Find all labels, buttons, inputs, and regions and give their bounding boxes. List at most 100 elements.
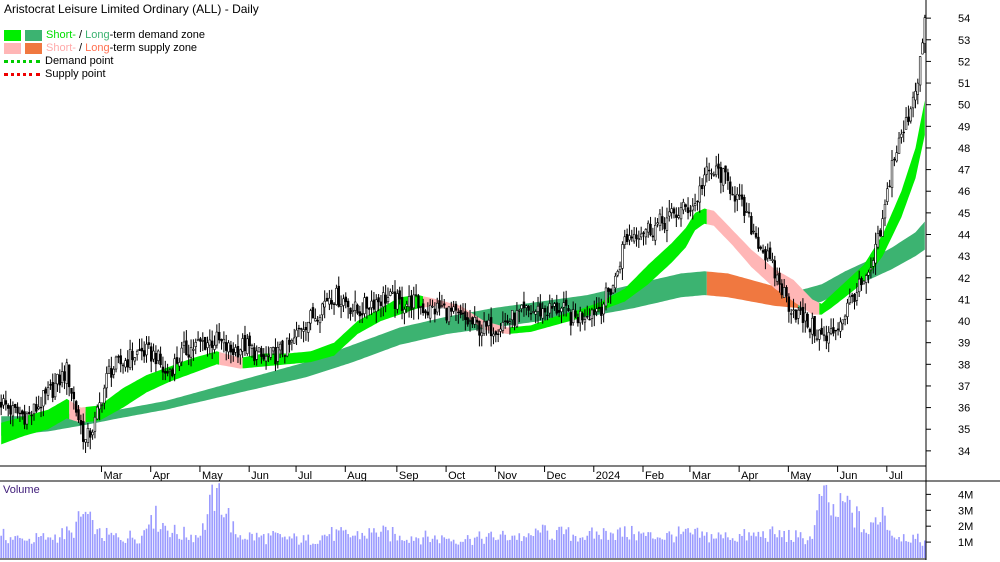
price-bar	[611, 284, 615, 295]
price-bar	[405, 300, 408, 314]
price-bar	[307, 321, 310, 342]
price-bar	[712, 171, 716, 177]
volume-bar	[483, 543, 485, 558]
price-bar	[257, 347, 261, 353]
volume-bar	[330, 527, 333, 558]
price-bar	[271, 346, 275, 356]
volume-bar	[37, 536, 40, 558]
price-bar	[239, 348, 242, 365]
price-bar	[452, 300, 455, 314]
price-bar	[722, 167, 725, 193]
price-bar	[443, 299, 446, 309]
volume-bar	[865, 532, 868, 558]
volume-bar	[520, 541, 523, 558]
volume-bar	[755, 536, 757, 558]
price-bar	[450, 301, 453, 317]
legend-supply-rest: -term supply zone	[109, 42, 198, 54]
price-bar	[51, 373, 54, 403]
volume-bar	[907, 541, 910, 558]
price-bar	[888, 179, 891, 188]
price-bar	[196, 331, 200, 342]
price-bar	[745, 202, 748, 213]
volume-bar	[349, 537, 352, 558]
volume-bar	[98, 528, 101, 558]
month-label: Oct	[448, 470, 465, 482]
price-bar	[567, 304, 570, 312]
volume-bar	[342, 530, 345, 558]
volume-bar	[237, 537, 239, 558]
price-bar	[630, 229, 633, 242]
price-bar	[886, 182, 889, 205]
volume-bar	[122, 541, 124, 558]
price-bar	[140, 338, 144, 361]
volume-bar	[262, 534, 265, 558]
price-bar	[539, 294, 542, 321]
price-bar	[274, 338, 277, 372]
price-bar	[916, 78, 919, 105]
price-bar	[897, 132, 901, 154]
price-bar	[440, 294, 444, 309]
month-label: Jul	[889, 470, 903, 482]
volume-bar	[354, 535, 356, 558]
price-bar	[557, 302, 561, 318]
volume-bar	[860, 532, 863, 558]
price-bar	[215, 324, 219, 349]
price-bar	[759, 245, 762, 251]
volume-bar	[293, 533, 296, 558]
price-tick-label: 37	[958, 381, 970, 393]
volume-bar	[382, 525, 385, 558]
volume-bar	[881, 507, 884, 558]
volume-bar	[837, 516, 839, 558]
volume-bar	[286, 539, 288, 558]
volume-bar	[284, 536, 286, 558]
price-bar	[243, 325, 247, 356]
volume-bar	[117, 537, 120, 558]
legend: Aristocrat Leisure Limited Ordinary (ALL…	[4, 2, 259, 81]
volume-bar	[827, 502, 830, 558]
price-bar	[834, 329, 837, 341]
volume-bar	[0, 535, 2, 558]
price-bar	[778, 267, 781, 293]
volume-bar	[291, 538, 293, 558]
volume-bar	[565, 529, 567, 558]
price-bar	[393, 280, 397, 318]
volume-bar	[157, 531, 160, 558]
volume-bar	[312, 543, 314, 558]
volume-bar	[621, 536, 624, 558]
volume-bar	[124, 542, 127, 558]
volume-bar	[781, 537, 783, 558]
price-bar	[571, 301, 575, 326]
price-bar	[525, 304, 528, 316]
price-bar	[189, 339, 193, 367]
volume-bar	[380, 531, 382, 558]
volume-bar	[429, 542, 431, 558]
volume-bar	[373, 528, 375, 558]
price-bar	[513, 312, 516, 331]
price-bar	[56, 373, 59, 392]
price-bar	[227, 340, 230, 360]
price-bar	[365, 296, 369, 319]
volume-bar	[434, 535, 436, 558]
volume-bar	[877, 524, 879, 558]
price-bar	[77, 405, 80, 423]
volume-bar	[225, 513, 228, 558]
volume-bar	[591, 527, 593, 558]
volume-bar	[427, 536, 429, 558]
volume-bar	[183, 526, 185, 558]
price-bar	[494, 330, 498, 343]
price-bar	[138, 338, 141, 351]
month-label: Nov	[497, 470, 517, 482]
price-bar	[792, 298, 795, 319]
price-bar	[780, 279, 784, 299]
price-bar	[281, 339, 284, 358]
price-bar	[848, 288, 852, 305]
price-bar	[379, 294, 383, 318]
price-tick-label: 38	[958, 359, 970, 371]
volume-bar	[337, 530, 340, 558]
price-bar	[180, 341, 183, 367]
price-bar	[825, 325, 828, 350]
volume-bar	[638, 531, 640, 558]
price-bar	[21, 409, 24, 420]
price-bar	[168, 367, 172, 382]
volume-bar	[176, 534, 178, 558]
